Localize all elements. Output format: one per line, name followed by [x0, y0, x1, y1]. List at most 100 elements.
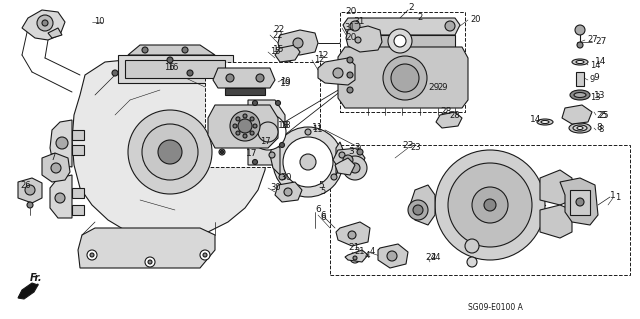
Polygon shape: [338, 47, 468, 108]
Circle shape: [331, 174, 337, 180]
Circle shape: [343, 155, 353, 165]
Text: 16: 16: [164, 63, 175, 71]
Polygon shape: [275, 182, 302, 202]
Text: 7: 7: [50, 153, 56, 162]
Text: 13: 13: [590, 93, 600, 102]
Text: 6: 6: [315, 205, 321, 214]
Text: 18: 18: [278, 122, 289, 130]
Text: 17: 17: [260, 137, 271, 146]
Circle shape: [448, 163, 532, 247]
Circle shape: [142, 124, 198, 180]
Bar: [125, 60, 225, 78]
Text: 14: 14: [530, 115, 541, 124]
Text: 16: 16: [168, 63, 179, 72]
Text: 19: 19: [280, 79, 291, 88]
Circle shape: [182, 47, 188, 53]
Ellipse shape: [570, 90, 590, 100]
Text: 23: 23: [410, 144, 420, 152]
Bar: [72, 188, 84, 198]
Text: 24: 24: [425, 254, 436, 263]
Polygon shape: [213, 68, 275, 88]
Polygon shape: [350, 35, 455, 47]
Text: 28: 28: [440, 108, 451, 116]
Polygon shape: [78, 228, 215, 268]
Text: 15: 15: [270, 48, 280, 56]
Polygon shape: [278, 30, 318, 55]
Circle shape: [339, 152, 345, 158]
Bar: [72, 145, 84, 155]
Text: 26: 26: [20, 181, 31, 189]
Circle shape: [465, 239, 479, 253]
Text: 3: 3: [354, 144, 360, 152]
Polygon shape: [333, 148, 365, 170]
Bar: [340, 12, 465, 112]
Text: 27: 27: [587, 35, 598, 44]
Circle shape: [90, 253, 94, 257]
Ellipse shape: [574, 93, 586, 98]
Text: 31: 31: [353, 18, 365, 26]
Circle shape: [112, 70, 118, 76]
Text: 2: 2: [417, 13, 422, 23]
Polygon shape: [336, 222, 370, 246]
Text: 14: 14: [595, 57, 606, 66]
Ellipse shape: [576, 61, 584, 63]
Circle shape: [250, 117, 254, 121]
Text: 8: 8: [598, 125, 604, 135]
Circle shape: [576, 198, 584, 206]
Text: 29: 29: [437, 84, 447, 93]
Text: 12: 12: [318, 50, 330, 60]
Circle shape: [253, 100, 257, 106]
Circle shape: [25, 185, 35, 195]
Text: 5: 5: [320, 188, 325, 197]
Polygon shape: [270, 142, 280, 175]
Polygon shape: [248, 100, 285, 165]
Circle shape: [445, 21, 455, 31]
Bar: [72, 130, 84, 140]
Bar: [205, 62, 320, 167]
Circle shape: [284, 54, 292, 62]
Circle shape: [273, 127, 343, 197]
Circle shape: [383, 56, 427, 100]
Text: 1: 1: [615, 194, 620, 203]
Polygon shape: [378, 244, 408, 268]
Ellipse shape: [577, 127, 583, 130]
Polygon shape: [225, 88, 265, 95]
Polygon shape: [436, 112, 462, 128]
Polygon shape: [18, 283, 38, 299]
Circle shape: [333, 68, 343, 78]
Polygon shape: [50, 120, 72, 167]
Circle shape: [347, 72, 353, 78]
Polygon shape: [562, 105, 592, 124]
Circle shape: [56, 137, 68, 149]
Circle shape: [250, 114, 286, 150]
Text: 28: 28: [449, 110, 460, 120]
Text: 29: 29: [428, 84, 440, 93]
Circle shape: [256, 74, 264, 82]
Circle shape: [142, 47, 148, 53]
Circle shape: [158, 140, 182, 164]
Circle shape: [355, 37, 361, 43]
Circle shape: [200, 250, 210, 260]
Text: 9: 9: [593, 73, 599, 83]
Polygon shape: [18, 178, 42, 203]
Circle shape: [253, 160, 257, 165]
Text: 11: 11: [312, 123, 323, 132]
Circle shape: [233, 124, 237, 128]
Circle shape: [236, 117, 240, 121]
Text: 11: 11: [312, 125, 323, 135]
Circle shape: [55, 193, 65, 203]
Text: 31: 31: [344, 24, 355, 33]
Text: 17: 17: [246, 149, 257, 158]
Text: 25: 25: [596, 110, 607, 120]
Polygon shape: [336, 142, 345, 175]
Polygon shape: [50, 175, 72, 218]
Text: 19: 19: [280, 78, 291, 86]
Bar: [330, 145, 630, 275]
Polygon shape: [335, 158, 355, 175]
Text: 6: 6: [320, 213, 326, 222]
Ellipse shape: [541, 121, 549, 123]
Polygon shape: [540, 170, 572, 205]
Ellipse shape: [573, 125, 587, 131]
Circle shape: [350, 253, 360, 263]
Circle shape: [243, 134, 247, 138]
